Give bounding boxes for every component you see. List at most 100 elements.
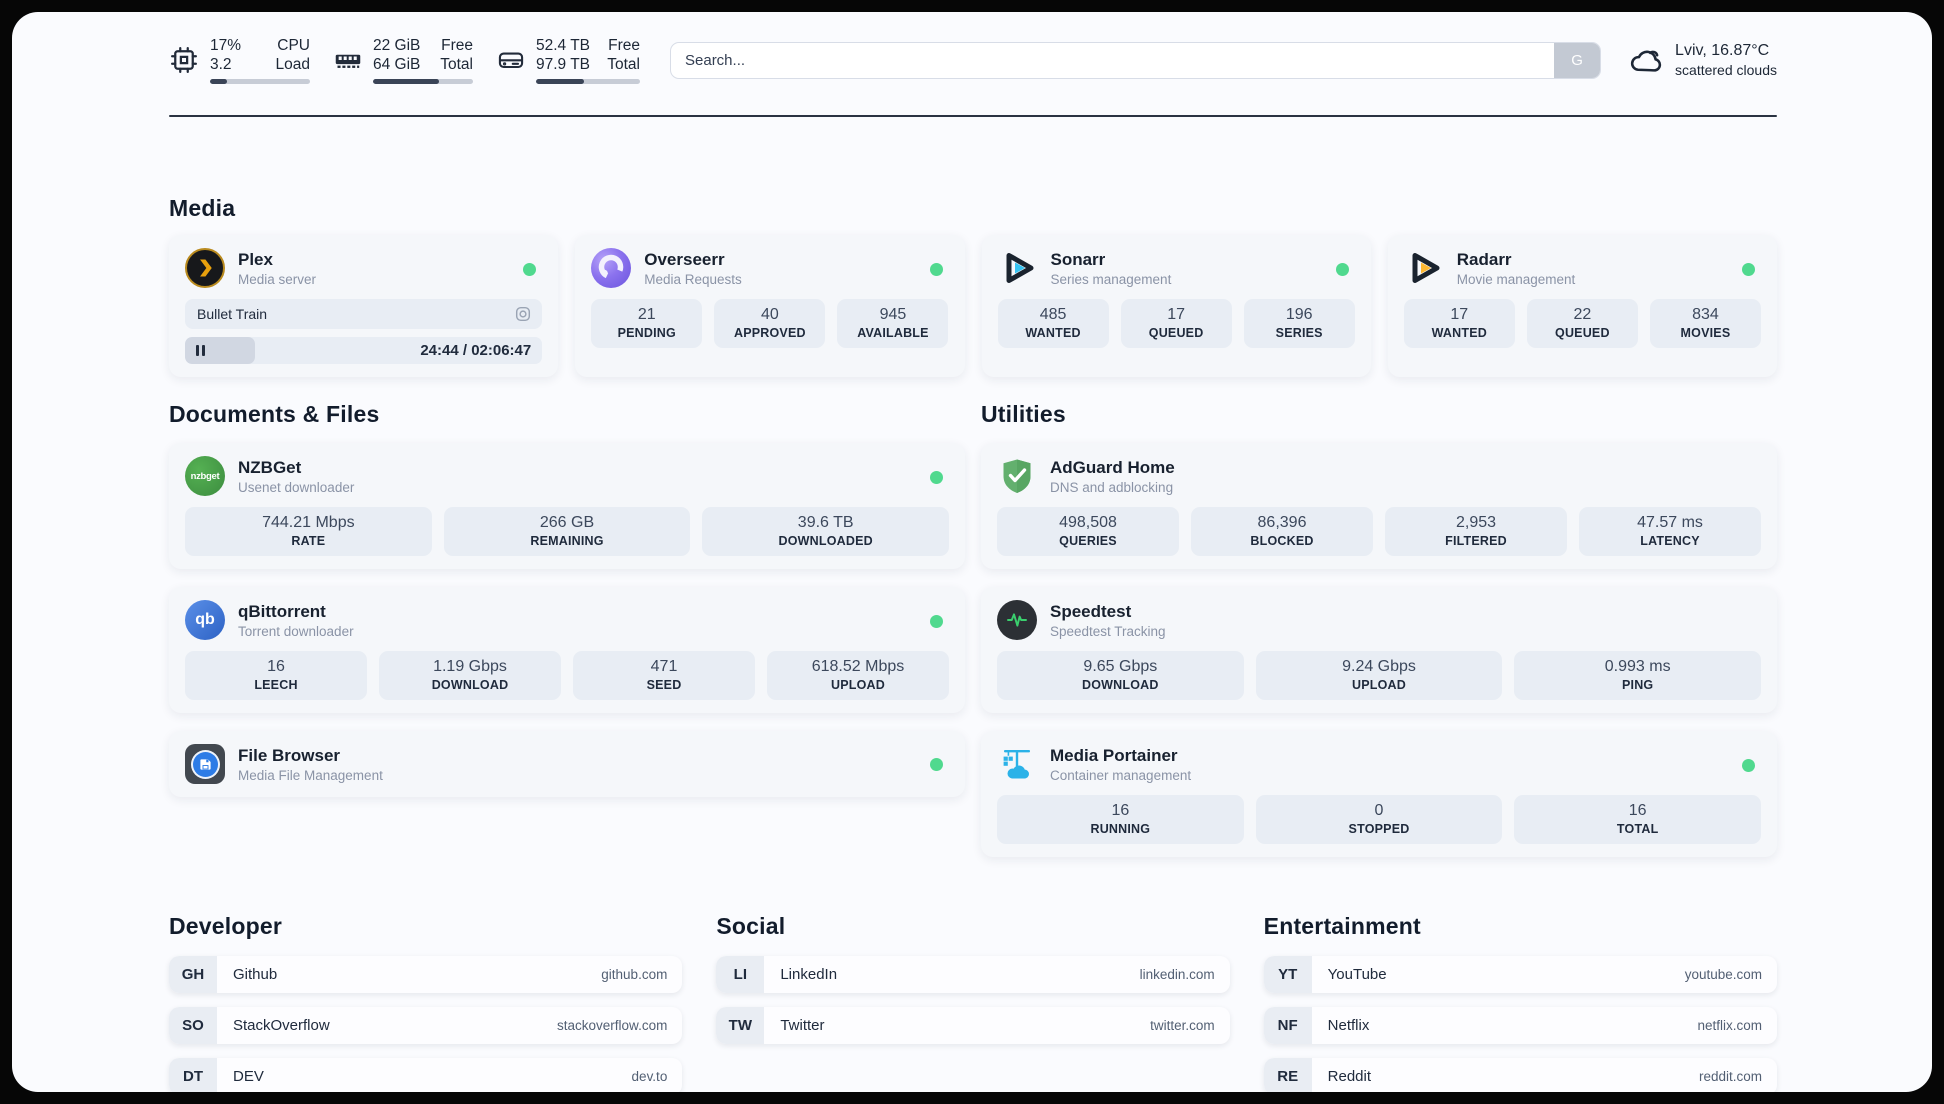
stat-queued: 17 QUEUED <box>1120 299 1232 348</box>
section-title-media: Media <box>169 195 236 221</box>
radarr-icon <box>1404 248 1444 288</box>
app-card-qbittorrent[interactable]: qb qBittorrent Torrent downloader 16 LEEC… <box>169 587 965 713</box>
status-indicator <box>929 263 943 276</box>
section-title-entertainment: Entertainment <box>1263 913 1421 939</box>
link-stackoverflow[interactable]: SO StackOverflow stackoverflow.com <box>169 1007 683 1044</box>
link-abbr-badge: YT <box>1263 956 1312 993</box>
weather-location-temp: Lviv, 16.87°C <box>1675 42 1770 59</box>
header-bar: 17% 3.2 CPU Load <box>169 35 1777 85</box>
disk-values: 52.4 TB 97.9 TB <box>536 37 591 73</box>
link-linkedin[interactable]: LI LinkedIn linkedin.com <box>716 956 1230 993</box>
status-indicator <box>930 471 943 484</box>
app-description: Movie management <box>1456 271 1576 287</box>
app-name: File Browser <box>238 745 341 765</box>
cpu-values: 17% 3.2 <box>210 36 241 74</box>
qbittorrent-icon: qb <box>185 600 225 640</box>
app-description: Media server <box>238 271 317 287</box>
app-card-nzbget[interactable]: nzbget NZBGet Usenet downloader 744.21 M… <box>169 443 965 569</box>
playback-time: 24:44 / 02:06:47 <box>420 342 532 359</box>
stat-upload: 618.52 Mbps UPLOAD <box>767 651 949 700</box>
app-card-portainer[interactable]: Media Portainer Container management 16 R… <box>981 731 1777 857</box>
link-abbr-badge: SO <box>169 1007 217 1044</box>
stat-downloaded: 39.6 TB DOWNLOADED <box>702 507 950 556</box>
nzbget-icon: nzbget <box>185 456 225 496</box>
stat-series: 196 SERIES <box>1243 299 1355 348</box>
app-name: Radarr <box>1456 249 1512 269</box>
app-name: Speedtest <box>1050 601 1132 621</box>
stat-filtered: 2,953 FILTERED <box>1385 507 1567 556</box>
camera-icon[interactable] <box>514 305 532 323</box>
now-playing-title: Bullet Train <box>197 306 268 322</box>
stat-wanted: 485 WANTED <box>997 299 1109 348</box>
section-developer: Developer GH Github github.com SO StackO… <box>169 913 683 1092</box>
app-card-plex[interactable]: Plex Media server Bullet Train 24:44 / 0… <box>169 235 559 377</box>
section-documents: Documents & Files nzbget NZBGet Usenet d… <box>169 401 965 797</box>
status-indicator <box>930 615 943 628</box>
stat-pending: 21 PENDING <box>591 299 703 348</box>
app-description: Container management <box>1050 767 1192 783</box>
app-card-radarr[interactable]: Radarr Movie management 17 WANTED 22 QUEUE… <box>1387 235 1777 377</box>
hard-drive-icon <box>498 52 524 69</box>
app-card-overseerr[interactable]: Overseerr Media Requests 21 PENDING 40 APP… <box>575 235 965 377</box>
status-indicator <box>1742 263 1755 276</box>
stat-stopped: 0 STOPPED <box>1255 795 1503 844</box>
cloud-icon <box>1630 50 1662 72</box>
search-input[interactable] <box>670 41 1602 79</box>
weather-widget[interactable]: Lviv, 16.87°C scattered clouds <box>1628 41 1777 79</box>
link-youtube[interactable]: YT YouTube youtube.com <box>1263 956 1777 993</box>
link-reddit[interactable]: RE Reddit reddit.com <box>1263 1058 1777 1092</box>
app-description: DNS and adblocking <box>1050 479 1174 495</box>
search-engine-button[interactable]: G <box>1554 42 1601 78</box>
link-abbr-badge: NF <box>1263 1007 1312 1044</box>
link-netflix[interactable]: NF Netflix netflix.com <box>1263 1007 1777 1044</box>
disk-progress-bar <box>536 79 640 84</box>
cpu-usage: 17% <box>210 37 242 54</box>
status-indicator <box>1335 263 1349 276</box>
app-card-sonarr[interactable]: Sonarr Series management 485 WANTED 17 QUE… <box>981 235 1371 377</box>
pause-button[interactable] <box>196 345 205 356</box>
status-indicator <box>1742 759 1755 772</box>
stat-total: 16 TOTAL <box>1514 795 1762 844</box>
link-twitter[interactable]: TW Twitter twitter.com <box>716 1007 1230 1044</box>
system-stats: 17% 3.2 CPU Load <box>169 36 640 84</box>
stat-wanted: 17 WANTED <box>1403 299 1515 348</box>
section-entertainment: Entertainment YT YouTube youtube.com NF … <box>1263 913 1777 1092</box>
app-card-filebrowser[interactable]: File Browser Media File Management <box>169 731 965 797</box>
portainer-icon <box>997 744 1037 784</box>
filebrowser-icon <box>185 744 225 784</box>
cpu-chip-icon <box>171 47 197 73</box>
app-card-speedtest[interactable]: Speedtest Speedtest Tracking 9.65 Gbps DO… <box>981 587 1777 713</box>
section-title-documents: Documents & Files <box>169 401 380 427</box>
sonarr-icon <box>998 248 1038 288</box>
plex-icon <box>185 248 225 288</box>
memory-progress-bar <box>373 79 473 84</box>
link-dev[interactable]: DT DEV dev.to <box>169 1058 683 1092</box>
header-divider <box>169 115 1777 117</box>
section-social: Social LI LinkedIn linkedin.com TW Twitt… <box>716 913 1230 1044</box>
stat-movies: 834 MOVIES <box>1649 299 1761 348</box>
stat-running: 16 RUNNING <box>997 795 1244 844</box>
stat-approved: 40 APPROVED <box>714 299 826 348</box>
link-abbr-badge: TW <box>716 1007 765 1044</box>
cpu-labels: CPU Load <box>275 37 310 73</box>
app-name: Overseerr <box>644 249 725 269</box>
cpu-stat: 17% 3.2 CPU Load <box>169 36 310 84</box>
app-description: Speedtest Tracking <box>1050 623 1166 639</box>
dashboard-panel: 17% 3.2 CPU Load <box>12 12 1932 1092</box>
link-github[interactable]: GH Github github.com <box>169 956 683 993</box>
stat-upload: 9.24 Gbps UPLOAD <box>1255 651 1503 700</box>
stat-download: 1.19 Gbps DOWNLOAD <box>379 651 561 700</box>
app-name: Media Portainer <box>1050 745 1178 765</box>
adguard-icon <box>997 456 1037 496</box>
stat-blocked: 86,396 BLOCKED <box>1191 507 1373 556</box>
app-card-adguard[interactable]: AdGuard Home DNS and adblocking 498,508 Q… <box>981 443 1777 569</box>
cpu-progress-bar <box>210 79 310 84</box>
link-abbr-badge: DT <box>169 1058 217 1092</box>
stat-latency: 47.57 ms LATENCY <box>1579 507 1761 556</box>
app-description: Media File Management <box>238 767 383 783</box>
app-name: Sonarr <box>1050 249 1106 269</box>
stat-download: 9.65 Gbps DOWNLOAD <box>997 651 1244 700</box>
status-indicator <box>523 263 537 276</box>
disk-labels: Free Total <box>607 37 640 73</box>
speedtest-icon <box>997 600 1037 640</box>
